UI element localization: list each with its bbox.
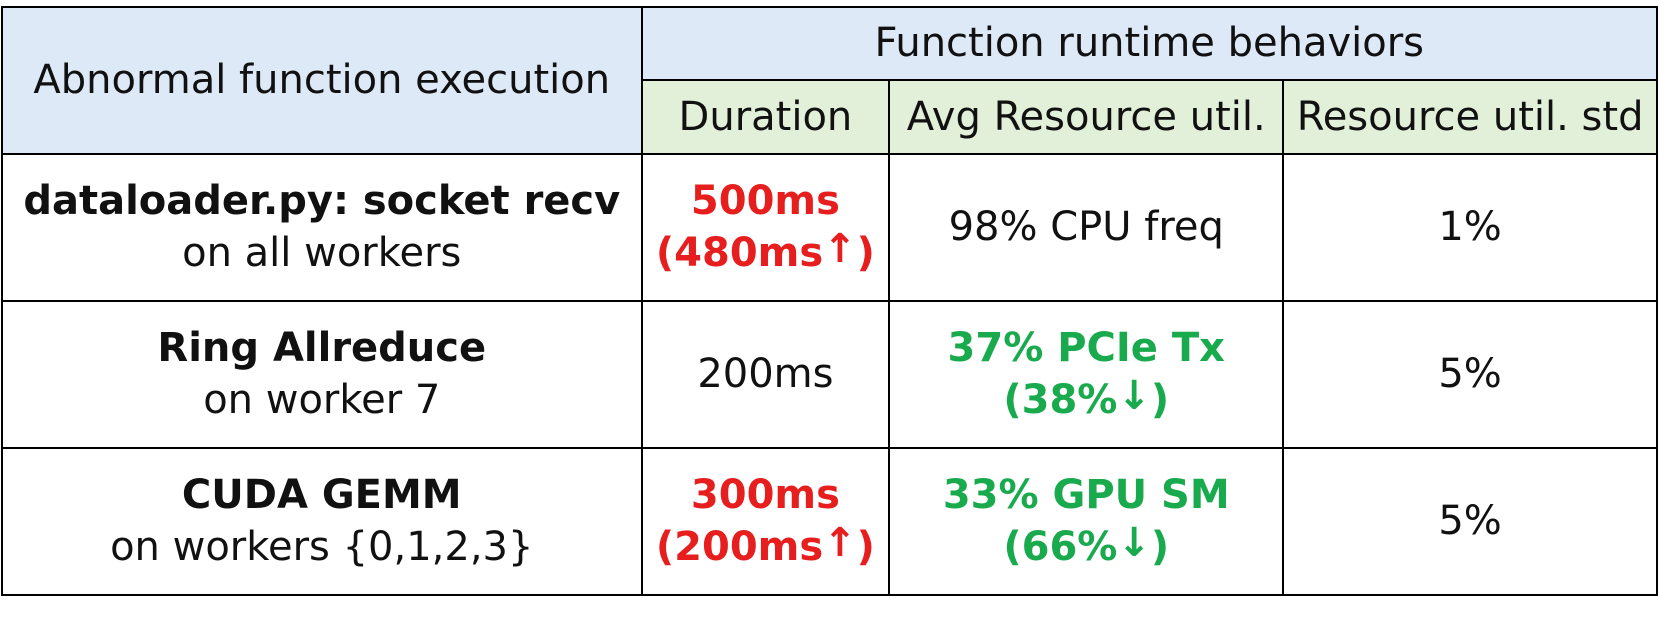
util-value: 37% PCIe Tx [947,325,1225,372]
duration-value: 200ms [697,351,834,398]
table-row: Ring Allreduce on worker 7 200ms 37% PCI… [1,299,1658,449]
util-cell: 37% PCIe Tx (38%↓) [888,299,1285,449]
duration-delta: (200ms↑) [655,520,875,571]
function-scope: on workers {0,1,2,3} [110,524,534,571]
function-cell: Ring Allreduce on worker 7 [1,299,643,449]
function-name: dataloader.py: socket recv [23,178,621,225]
util-cell: 33% GPU SM (66%↓) [888,446,1285,597]
function-name: CUDA GEMM [181,472,462,519]
util-delta: (38%↓) [1003,373,1170,424]
util-value: 33% GPU SM [942,472,1230,519]
header-runtime-behaviors: Function runtime behaviors [640,6,1659,81]
duration-cell: 500ms (480ms↑) [640,152,891,302]
table-row: CUDA GEMM on workers {0,1,2,3} 300ms (20… [1,446,1658,597]
duration-cell: 300ms (200ms↑) [640,446,891,597]
duration-cell: 200ms [640,299,891,449]
std-cell: 1% [1282,152,1658,302]
runtime-behavior-table: Abnormal function execution Function run… [1,6,1659,597]
function-name: Ring Allreduce [157,325,487,372]
table-row: dataloader.py: socket recv on all worker… [1,152,1658,302]
down-arrow-icon: ↓ [1117,373,1151,420]
up-arrow-icon: ↑ [823,520,857,567]
util-delta: (66%↓) [1003,520,1170,571]
duration-delta: (480ms↑) [655,226,875,277]
function-cell: CUDA GEMM on workers {0,1,2,3} [1,446,643,597]
util-value: 98% CPU freq [948,204,1224,251]
up-arrow-icon: ↑ [823,226,857,273]
header-avg-util: Avg Resource util. [888,78,1285,155]
duration-value: 300ms [690,472,840,519]
function-scope: on all workers [182,230,462,277]
header-duration: Duration [640,78,891,155]
duration-value: 500ms [690,178,840,225]
std-cell: 5% [1282,446,1658,597]
down-arrow-icon: ↓ [1117,520,1151,567]
function-cell: dataloader.py: socket recv on all worker… [1,152,643,302]
header-util-std: Resource util. std [1282,78,1658,155]
header-abnormal-function: Abnormal function execution [1,6,643,155]
function-scope: on worker 7 [203,377,441,424]
std-cell: 5% [1282,299,1658,449]
util-cell: 98% CPU freq [888,152,1285,302]
